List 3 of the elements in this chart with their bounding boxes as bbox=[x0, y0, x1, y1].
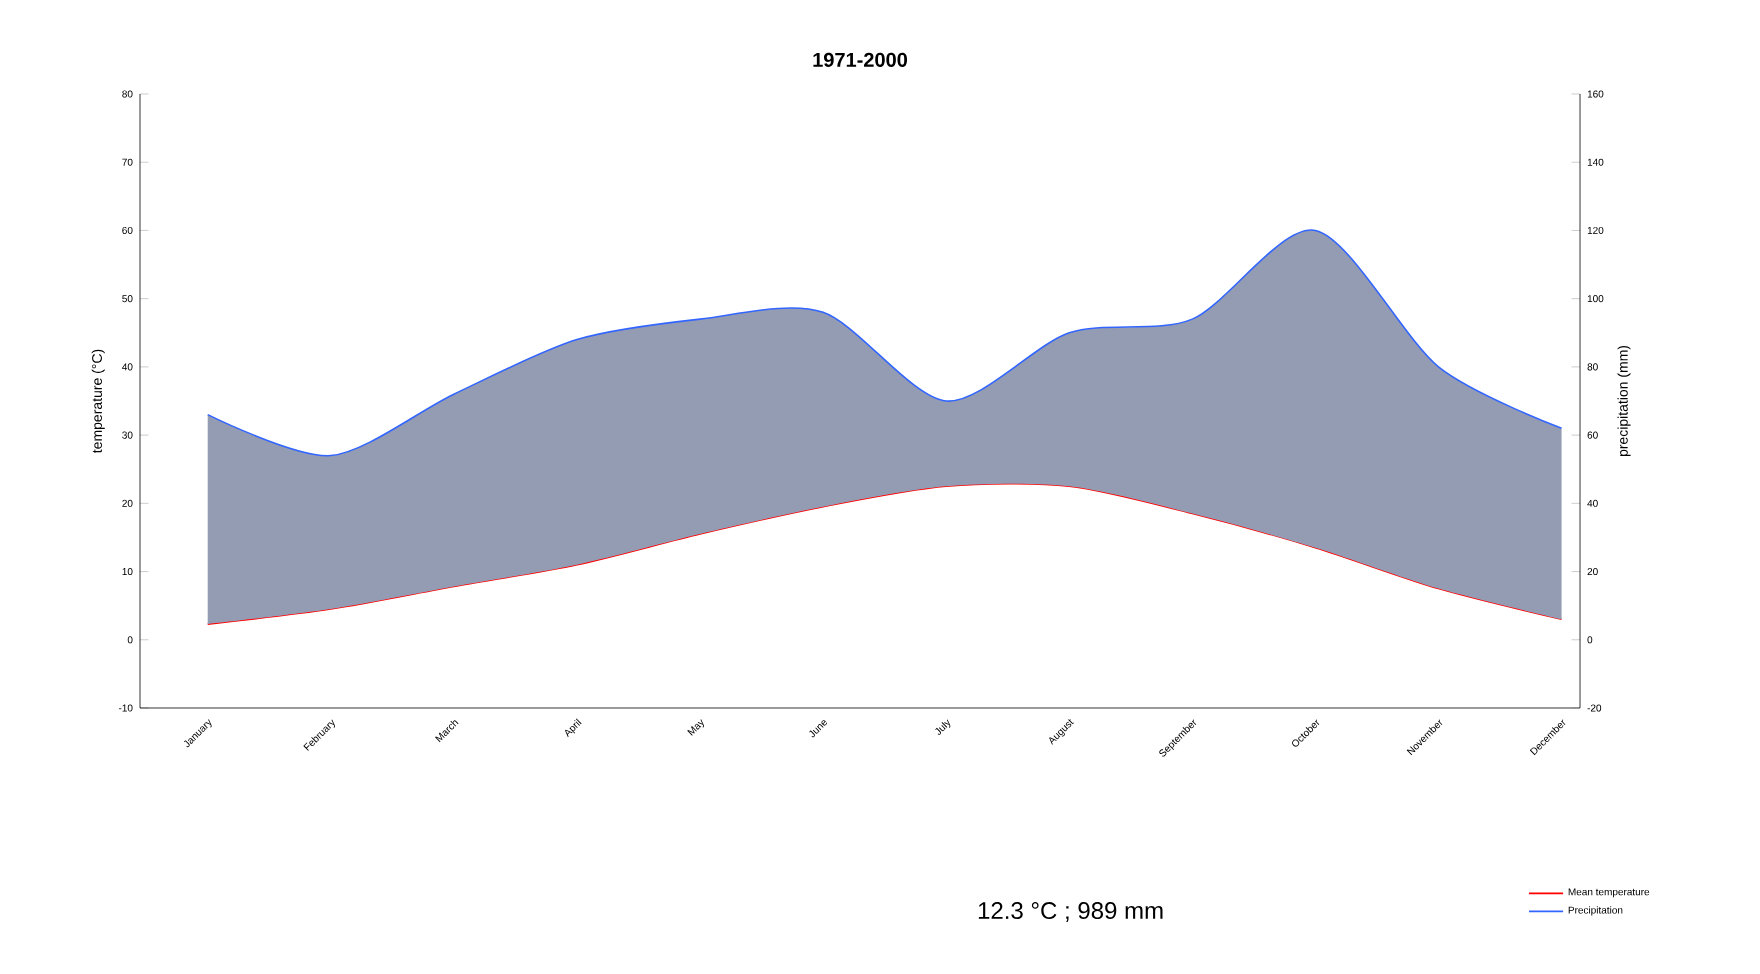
text: 12.3 °C ; 989 mm bbox=[978, 902, 1163, 922]
line-series bbox=[206, 229, 1563, 457]
chart-title: 1971-2000 bbox=[813, 52, 908, 67]
